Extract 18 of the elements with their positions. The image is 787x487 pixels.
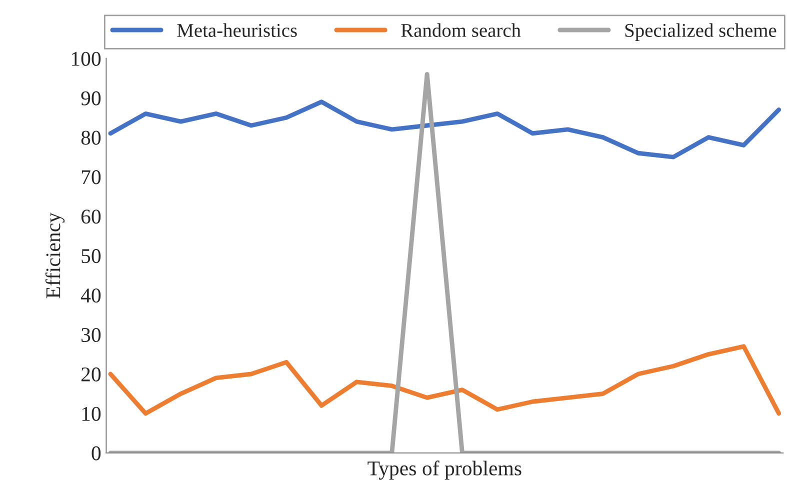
x-axis-title: Types of problems [368, 460, 522, 480]
legend-label: Meta-heuristics [177, 23, 297, 37]
y-tick-label: 100 [72, 52, 101, 66]
y-tick-label: 30 [82, 328, 101, 342]
y-tick-label: 70 [82, 170, 101, 184]
line-series [108, 100, 782, 160]
y-tick-label: 80 [81, 130, 101, 145]
y-tick-label: 60 [81, 210, 101, 224]
y-tick-label: 10 [82, 406, 101, 421]
y-tick-label: 0 [92, 446, 101, 460]
y-tick-label: 50 [82, 249, 101, 264]
line-series [108, 344, 782, 416]
legend-label: Specialized scheme [625, 23, 776, 41]
legend-label: Random search [401, 23, 521, 37]
y-tick-label: 20 [81, 367, 101, 382]
y-axis-title: Efficiency [45, 212, 65, 298]
y-tick-label: 90 [81, 91, 101, 106]
y-tick-label: 40 [80, 288, 101, 303]
